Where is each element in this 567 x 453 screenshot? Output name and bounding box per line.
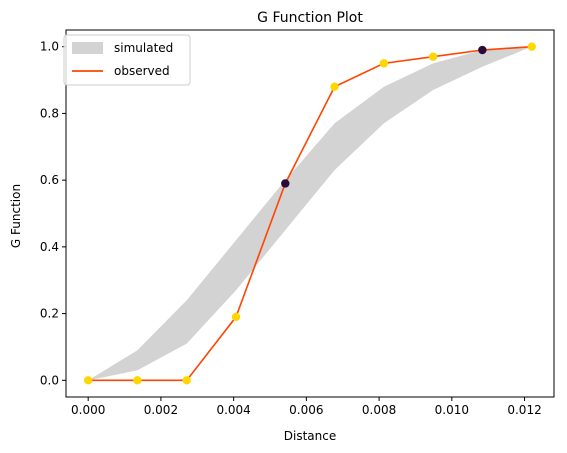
x-tick-label: 0.000 xyxy=(71,403,105,417)
observed-point xyxy=(330,82,339,91)
y-tick-label: 0.2 xyxy=(40,307,59,321)
observed-point xyxy=(478,45,487,55)
observed-point xyxy=(83,376,93,385)
observed-point xyxy=(182,376,191,385)
legend: simulated observed xyxy=(63,34,191,86)
chart-title: G Function Plot xyxy=(257,10,363,26)
plot-area xyxy=(83,42,537,385)
simulated-band xyxy=(88,46,532,381)
observed-point xyxy=(133,376,142,385)
y-tick-label: 1.0 xyxy=(40,40,59,54)
y-tick-label: 0.8 xyxy=(40,106,59,120)
y-tick-label: 0.4 xyxy=(40,240,59,254)
observed-point xyxy=(527,42,537,51)
y-tick-label: 0.0 xyxy=(40,373,59,387)
observed-point xyxy=(281,179,290,188)
legend-label-observed: observed xyxy=(114,64,170,78)
y-axis-title: G Function xyxy=(9,184,23,248)
observed-line xyxy=(88,45,532,382)
y-tick-label: 0.6 xyxy=(40,173,59,187)
x-axis-title: Distance xyxy=(284,429,336,443)
observed-point xyxy=(379,59,389,68)
x-tick-label: 0.012 xyxy=(507,403,541,417)
x-tick-label: 0.002 xyxy=(144,403,178,417)
x-tick-label: 0.006 xyxy=(289,403,323,417)
axes-frame xyxy=(65,29,555,398)
legend-swatch-simulated xyxy=(72,42,103,54)
x-tick-label: 0.004 xyxy=(216,403,250,417)
observed-point xyxy=(231,312,241,322)
axis-ticks: 0.000 0.002 0.004 0.006 0.008 0.010 0.012 0.0 0.… xyxy=(40,40,542,417)
observed-point xyxy=(428,52,438,61)
x-tick-label: 0.010 xyxy=(435,403,469,417)
x-tick-label: 0.008 xyxy=(362,403,396,417)
legend-label-simulated: simulated xyxy=(114,41,173,55)
